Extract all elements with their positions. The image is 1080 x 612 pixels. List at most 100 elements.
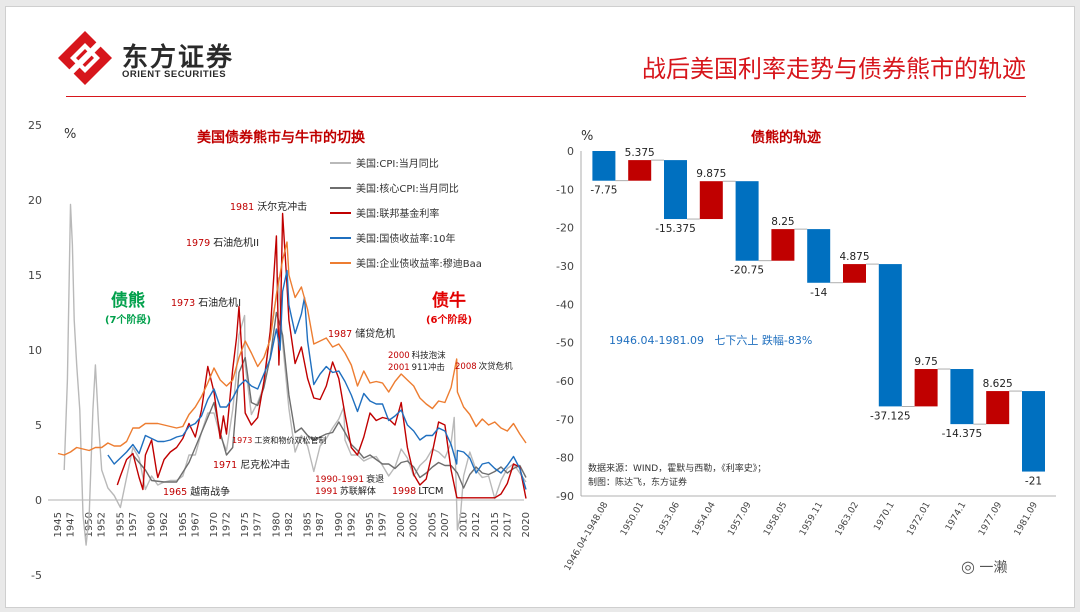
left-x-tick-label: 1945 <box>53 512 64 537</box>
left-x-tick-label: 1990 <box>334 512 345 537</box>
left-x-tick-label: 2010 <box>459 512 470 537</box>
waterfall-value-label-9: 9.75 <box>914 356 937 368</box>
waterfall-bar-8 <box>878 264 902 407</box>
logo-text-en: ORIENT SECURITIES <box>122 69 227 80</box>
legend-label-3: 美国:国债收益率:10年 <box>356 232 455 245</box>
right-y-tick-label: -30 <box>556 260 574 273</box>
event-1987: 1987 储贷危机 <box>328 327 395 340</box>
right-y-tick-label: 0 <box>567 145 574 158</box>
event-1971: 1971 尼克松冲击 <box>213 458 290 471</box>
waterfall-bar-6 <box>807 229 831 283</box>
waterfall-value-label-11: 8.625 <box>983 378 1013 390</box>
event-1981: 1981 沃尔克冲击 <box>230 200 307 213</box>
left-x-tick-label: 2000 <box>396 512 407 537</box>
left-x-tick-label: 1955 <box>115 512 126 537</box>
waterfall-value-label-10: -14.375 <box>942 428 983 440</box>
slide-title: 战后美国利率走势与债券熊市的轨迹 <box>642 55 1026 83</box>
right-y-tick-label: -40 <box>556 298 574 311</box>
left-x-tick-label: 1965 <box>178 512 189 537</box>
waterfall-bar-11 <box>986 391 1010 425</box>
right-x-tick-label: 1974.1 <box>944 501 968 533</box>
waterfall-bar-9 <box>914 369 938 407</box>
header: 东方证券 ORIENT SECURITIES 战后美国利率走势与债券熊市的轨迹 <box>6 7 1074 97</box>
watermark: ◎ 一濑 <box>961 557 1007 577</box>
right-chart-title: 债熊的轨迹 <box>751 129 821 146</box>
right-x-tick-label: 1953.06 <box>655 500 682 537</box>
event-1991: 1991 苏联解体 <box>315 485 376 497</box>
right-x-tick-label: 1963.02 <box>834 501 861 538</box>
right-bars: -7.75 5.375 -15.375 9.875 -20.75 8.25 -14 4.875… <box>590 147 1045 488</box>
left-x-tick-label: 1985 <box>303 512 314 537</box>
left-y-tick-label: 25 <box>28 119 42 132</box>
left-x-tick-label: 1962 <box>159 512 170 537</box>
waterfall-bar-12 <box>1022 391 1045 472</box>
waterfall-value-label-2: -15.375 <box>655 223 696 235</box>
right-y-axis: 0 -10 -20 -30 -40 -50 -60 -70 -80 -90 <box>556 145 574 503</box>
right-x-tick-label: 1958.05 <box>762 501 789 538</box>
waterfall-bar-0 <box>592 151 616 181</box>
left-x-tick-label: 1947 <box>65 512 76 537</box>
left-chart-title: 美国债券熊市与牛市的切换 <box>197 129 366 146</box>
event-2000: 2000 科技泡沫 <box>388 350 446 361</box>
event-1979: 1979 石油危机II <box>186 236 259 249</box>
waterfall-bar-4 <box>735 181 759 261</box>
waterfall-value-label-1: 5.375 <box>625 147 655 159</box>
event-1973-wage: 1973 工资和物价双松管制 <box>232 435 326 445</box>
logo-text-cn: 东方证券 <box>122 43 235 73</box>
event-1990: 1990-1991 衰退 <box>315 473 384 485</box>
bear-phase-sub: (7个阶段) <box>105 313 151 326</box>
right-y-tick-label: -60 <box>556 375 574 388</box>
waterfall-bar-2 <box>664 160 687 220</box>
left-line-chart: 美国债券熊市与牛市的切换 % -5 0 5 10 15 20 25 1945 1947 1950… <box>28 119 532 582</box>
bull-phase-title: 债牛 <box>432 290 466 311</box>
right-waterfall-chart: 债熊的轨迹 % 0 -10 -20 -30 -40 -50 -60 -70 -80 -90 -7.… <box>556 129 1056 573</box>
wechat-icon: ◎ <box>961 557 975 576</box>
waterfall-value-label-5: 8.25 <box>771 216 794 228</box>
header-divider <box>66 96 1026 97</box>
event-1998: 1998 LTCM <box>392 486 444 497</box>
left-x-tick-label: 1957 <box>128 512 139 537</box>
right-y-tick-label: -80 <box>556 452 574 465</box>
right-y-tick-label: -10 <box>556 183 574 196</box>
left-x-tick-label: 1960 <box>147 512 158 537</box>
right-y-tick-label: -70 <box>556 413 574 426</box>
left-x-tick-label: 2020 <box>521 512 532 537</box>
left-y-tick-label: -5 <box>31 569 42 582</box>
event-1973-oil: 1973 石油危机I <box>171 296 241 309</box>
bull-phase-label: 债牛 (6个阶段) <box>426 290 472 326</box>
legend-label-1: 美国:核心CPI:当月同比 <box>356 182 459 195</box>
right-x-tick-label: 1950.01 <box>619 501 646 538</box>
legend-label-0: 美国:CPI:当月同比 <box>356 157 439 170</box>
waterfall-value-label-12: -21 <box>1025 476 1042 488</box>
right-x-tick-label: 1946.04-1948.08 <box>563 500 611 573</box>
waterfall-bar-5 <box>771 229 795 261</box>
left-x-tick-label: 1995 <box>365 512 376 537</box>
left-x-tick-label: 1982 <box>284 512 295 537</box>
event-1965: 1965 越南战争 <box>163 485 230 498</box>
orient-logo-icon <box>58 31 112 85</box>
right-x-tick-label: 1972.01 <box>905 501 932 538</box>
bull-phase-sub: (6个阶段) <box>426 313 472 326</box>
source-note: 数据来源：WIND，霍默与西勒，《利率史》； <box>588 462 766 474</box>
left-y-tick-label: 5 <box>35 419 42 432</box>
left-x-tick-label: 1950 <box>84 512 95 537</box>
waterfall-bar-7 <box>843 264 866 283</box>
left-x-tick-label: 1992 <box>346 512 357 537</box>
left-chart-ylabel: % <box>64 127 76 142</box>
author-note: 制图：陈达飞，东方证券 <box>588 476 687 488</box>
left-x-tick-label: 2007 <box>440 512 451 537</box>
left-x-tick-label: 1967 <box>190 512 201 537</box>
left-x-tick-label: 2002 <box>409 512 420 537</box>
left-series-lines <box>57 203 527 546</box>
right-y-tick-label: -50 <box>556 337 574 350</box>
right-x-tick-label: 1957.09 <box>726 500 753 537</box>
slide: 东方证券 ORIENT SECURITIES 战后美国利率走势与债券熊市的轨迹 … <box>5 6 1075 608</box>
left-legend: 美国:CPI:当月同比美国:核心CPI:当月同比美国:联邦基金利率美国:国债收益… <box>330 157 482 270</box>
left-x-tick-label: 1977 <box>253 512 264 537</box>
waterfall-value-label-3: 9.875 <box>696 168 726 180</box>
waterfall-value-label-7: 4.875 <box>839 251 869 263</box>
bear-phase-label: 债熊 (7个阶段) <box>105 290 151 326</box>
bear-phase-title: 债熊 <box>111 290 145 311</box>
waterfall-value-label-6: -14 <box>810 287 827 299</box>
series-line-2 <box>116 212 527 499</box>
